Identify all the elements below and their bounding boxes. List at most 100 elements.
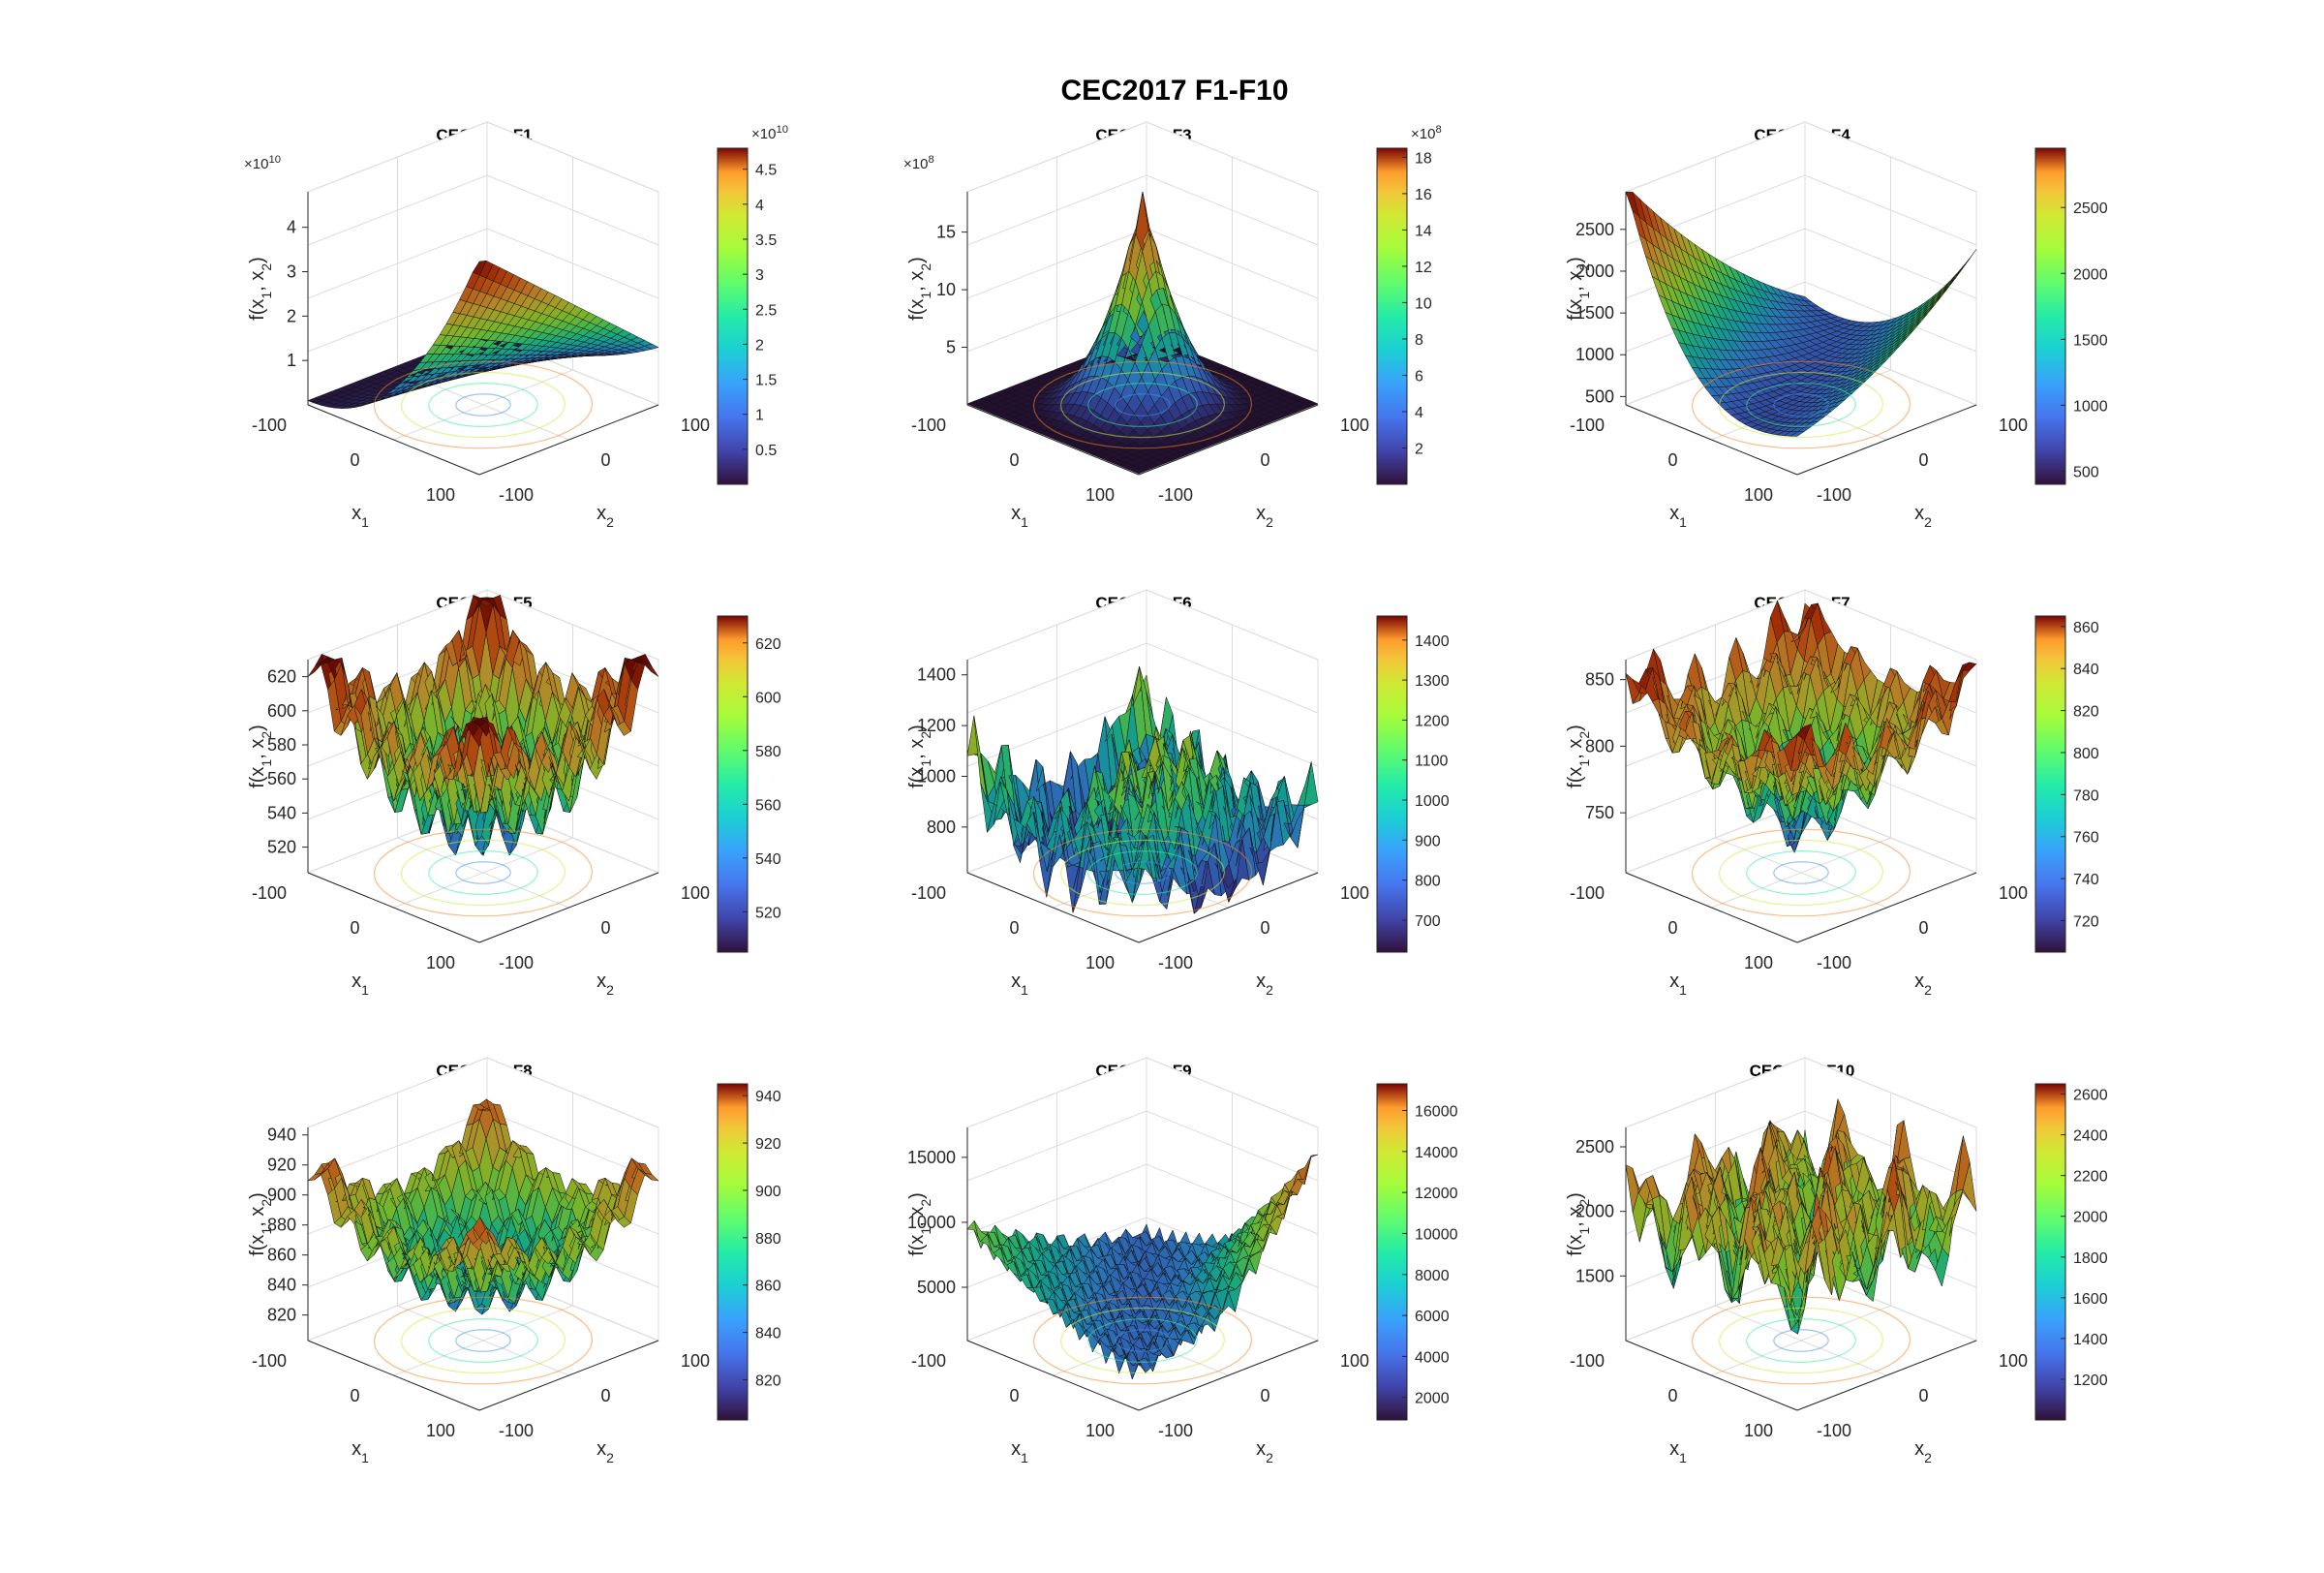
y-axis-label: x2 [1256, 503, 1273, 530]
y-tick-label: 0 [600, 450, 610, 470]
colorbar-tick-label: 14000 [1415, 1145, 1458, 1161]
z-tick-label: 880 [267, 1216, 296, 1235]
colorbar-tick-label: 1300 [1415, 673, 1450, 690]
x-tick-label: 100 [1744, 485, 1773, 505]
y-tick-labels: -100 0 100 [499, 416, 710, 505]
y-tick-labels: -100 0 100 [1158, 883, 1369, 972]
subplot-F6: CEC2017-F6-1000100-100010080010001200140… [906, 589, 1450, 998]
y-tick-labels: -100 0 100 [1817, 1351, 2028, 1440]
z-tick-label: 5000 [917, 1278, 956, 1297]
x-tick-label: 100 [1086, 1421, 1115, 1440]
y-tick-label: -100 [1158, 1421, 1193, 1440]
z-tick-label: 2000 [1575, 262, 1614, 281]
z-tick-label: 1000 [917, 766, 956, 786]
z-tick-labels: 5 10 15 [936, 223, 967, 357]
colorbar: 820 840 860 880 900 920 940 [717, 1083, 781, 1421]
colorbar-tick-label: 18 [1415, 150, 1432, 167]
colorbar-tick-label: 2600 [2073, 1088, 2108, 1104]
x-tick-label: 0 [1667, 918, 1677, 938]
z-tick-labels: 500 1000 1500 2000 2500 [1575, 220, 1626, 406]
colorbar-tick-label: 880 [755, 1231, 781, 1248]
axes-lines [1625, 192, 1977, 476]
colorbar-tick-label: 520 [755, 905, 781, 921]
surface-plot [1625, 191, 1977, 437]
y-tick-label: 100 [1340, 416, 1369, 435]
subplot-F7: CEC2017-F7-1000100-1000100750800850x1x2f… [1565, 589, 2099, 998]
subplot-F1: CEC2017-F1-1000100-10001001234×1010x1x2f… [244, 121, 788, 530]
colorbar-tick-label: 860 [755, 1279, 781, 1295]
y-tick-label: 0 [1260, 1386, 1269, 1405]
y-tick-labels: -100 0 100 [1158, 1351, 1369, 1440]
z-tick-label: 5 [946, 338, 956, 357]
colorbar-tick-label: 1800 [2073, 1250, 2108, 1267]
colorbar-tick-label: 2400 [2073, 1128, 2108, 1145]
colorbar-tick-label: 1000 [1415, 793, 1450, 810]
colorbar-tick-label: 1200 [1415, 713, 1450, 729]
colorbar-tick-label: 860 [2073, 620, 2099, 636]
colorbar-tick-label: 740 [2073, 872, 2099, 888]
x-tick-labels: -100 0 100 [252, 883, 455, 972]
svg-text:f(x1, x2): f(x1, x2) [906, 257, 933, 321]
x-tick-label: -100 [1570, 416, 1605, 435]
x-tick-label: 100 [1086, 953, 1115, 972]
colorbar-tick-label: 760 [2073, 830, 2099, 847]
colorbar-tick-label: 600 [755, 690, 781, 706]
contour-floor [373, 828, 594, 917]
x-tick-labels: -100 0 100 [252, 416, 455, 505]
y-tick-label: -100 [499, 485, 534, 505]
z-axis-label: f(x1, x2) [906, 725, 933, 788]
z-tick-labels: 820 840 860 880 900 920 940 [267, 1126, 308, 1325]
colorbar-tick-label: 2 [1415, 441, 1423, 457]
x-axis-label: x1 [352, 503, 369, 530]
contour-floor [1691, 1296, 1911, 1385]
colorbar-tick-label: 3 [755, 267, 764, 284]
z-tick-labels: 800 1000 1200 1400 [917, 665, 967, 837]
y-tick-label: 0 [1918, 450, 1928, 470]
z-axis-label: f(x1, x2) [1565, 257, 1592, 321]
z-tick-label: 600 [267, 701, 296, 721]
colorbar-tick-label: 6000 [1415, 1309, 1450, 1325]
surface-plot [307, 1098, 659, 1315]
y-tick-label: 100 [681, 416, 710, 435]
z-exponent: ×108 [903, 154, 934, 172]
y-tick-label: -100 [499, 1421, 534, 1440]
colorbar-tick-label: 560 [755, 797, 781, 814]
x-axis-label: x1 [352, 1438, 369, 1465]
colorbar-tick-label: 0.5 [755, 443, 777, 459]
y-tick-label: 100 [681, 1351, 710, 1371]
x-tick-label: 0 [1667, 1386, 1677, 1405]
surface-plot [966, 1154, 1319, 1380]
contour-floor [1032, 828, 1253, 917]
z-tick-label: 750 [1585, 803, 1614, 822]
colorbar-tick-label: 12 [1415, 260, 1432, 276]
colorbar-tick-label: 8000 [1415, 1268, 1450, 1284]
y-tick-label: 100 [681, 883, 710, 903]
x-axis-label: x1 [1669, 971, 1687, 998]
x-tick-label: 100 [426, 953, 455, 972]
z-tick-label: 1200 [917, 716, 956, 735]
colorbar-tick-label: 4000 [1415, 1349, 1450, 1366]
figure-title: CEC2017 F1-F10 [1060, 75, 1288, 107]
colorbar-tick-label: 1000 [2073, 398, 2108, 415]
colorbar-tick-label: 2 [755, 337, 764, 354]
colorbar-tick-label: 500 [2073, 464, 2099, 480]
axes-lines [1625, 1127, 1977, 1411]
z-tick-label: 1400 [917, 665, 956, 685]
surface-plot [966, 191, 1319, 475]
subplot-F10: CEC2017-F10-1000100-1000100150020002500x… [1565, 1057, 2108, 1465]
axes-lines [1625, 660, 1977, 943]
x-tick-labels: -100 0 100 [1570, 883, 1773, 972]
colorbar-tick-label: 2000 [1415, 1391, 1450, 1407]
colorbar-tick-label: 16 [1415, 187, 1432, 203]
x-tick-label: -100 [911, 416, 946, 435]
colorbar-tick-label: 840 [755, 1326, 781, 1342]
x-axis-label: x1 [1011, 1438, 1028, 1465]
y-tick-label: 0 [1260, 450, 1269, 470]
y-tick-labels: -100 0 100 [499, 883, 710, 972]
x-tick-label: 0 [1009, 1386, 1019, 1405]
y-tick-label: -100 [1158, 485, 1193, 505]
y-axis-label: x2 [596, 503, 614, 530]
z-tick-label: 10 [936, 280, 956, 299]
y-tick-label: 100 [1340, 883, 1369, 903]
